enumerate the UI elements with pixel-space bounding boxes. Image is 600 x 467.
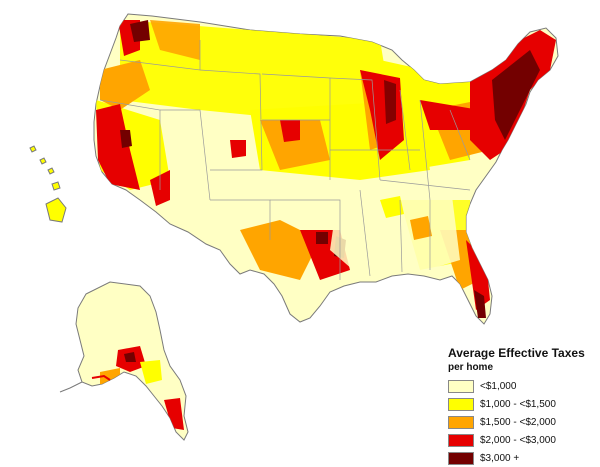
- legend-swatch: [448, 397, 474, 411]
- legend-item: $1,000 - <$1,500: [448, 395, 598, 413]
- legend-item: $1,500 - <$2,000: [448, 413, 598, 431]
- legend-label: $1,000 - <$1,500: [480, 398, 556, 410]
- legend-swatch: [448, 415, 474, 429]
- legend-label: $2,000 - <$3,000: [480, 434, 556, 446]
- legend-label: $1,500 - <$2,000: [480, 416, 556, 428]
- legend-subtitle: per home: [448, 362, 494, 373]
- contiguous-us: [93, 13, 559, 325]
- legend-item: $2,000 - <$3,000: [448, 431, 598, 449]
- legend-swatch: [448, 451, 474, 465]
- legend-swatch: [448, 379, 474, 393]
- hawaii: [29, 145, 67, 223]
- legend-swatch: [448, 433, 474, 447]
- legend-title: Average Effective Taxes: [448, 346, 585, 360]
- map-legend: Average Effective Taxes per home <$1,000…: [448, 346, 598, 467]
- alaska: [59, 281, 189, 441]
- legend-item: $3,000 +: [448, 449, 598, 467]
- legend-item: <$1,000: [448, 377, 598, 395]
- state-borders: [99, 40, 471, 280]
- legend-label: $3,000 +: [480, 452, 520, 464]
- legend-label: <$1,000: [480, 380, 517, 392]
